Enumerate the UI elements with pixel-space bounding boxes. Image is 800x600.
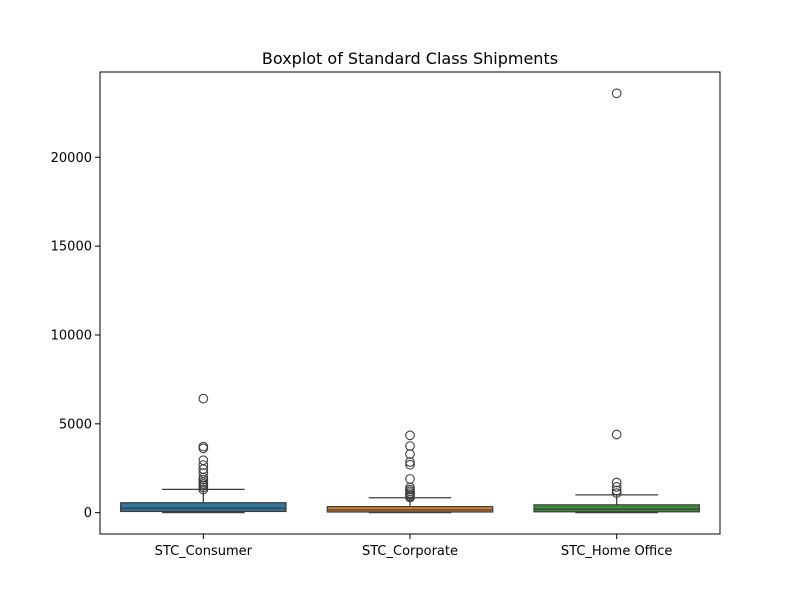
box-group-0 xyxy=(120,393,287,514)
outlier-point xyxy=(405,441,415,451)
outlier-point xyxy=(611,482,622,492)
outlier-point xyxy=(611,88,622,99)
outlier-point xyxy=(198,393,209,404)
y-tick-label: 5000 xyxy=(59,417,92,432)
y-tick-label: 0 xyxy=(84,506,92,521)
x-tick-label: STC_Consumer xyxy=(155,544,253,559)
outlier-point xyxy=(405,474,415,484)
outlier-point xyxy=(405,459,415,470)
box-iqr xyxy=(533,504,700,513)
x-tick-label: STC_Corporate xyxy=(362,544,458,559)
box-group-1 xyxy=(326,430,494,514)
outlier-point xyxy=(611,488,622,498)
outlier-point xyxy=(611,477,622,488)
outlier-point xyxy=(198,460,209,470)
outlier-point xyxy=(611,429,622,440)
outlier-point xyxy=(198,441,209,452)
box-group-2 xyxy=(533,88,700,514)
outlier-point xyxy=(611,485,622,496)
y-tick-label: 20000 xyxy=(51,151,92,166)
plot-frame xyxy=(99,71,721,535)
outlier-point xyxy=(405,457,415,467)
y-tick-label: 10000 xyxy=(51,328,92,343)
y-tick-label: 15000 xyxy=(51,240,92,255)
plot-area xyxy=(120,88,700,514)
outlier-point xyxy=(198,455,209,466)
box-iqr xyxy=(120,502,287,513)
outlier-point xyxy=(405,430,415,441)
outlier-point xyxy=(198,468,209,478)
chart-title: Boxplot of Standard Class Shipments xyxy=(262,49,558,68)
outlier-point xyxy=(405,449,415,459)
x-tick-label: STC_Home Office xyxy=(561,544,672,559)
axes: STC_Consumer STC_Corporate STC_Home Office… xyxy=(51,151,673,559)
